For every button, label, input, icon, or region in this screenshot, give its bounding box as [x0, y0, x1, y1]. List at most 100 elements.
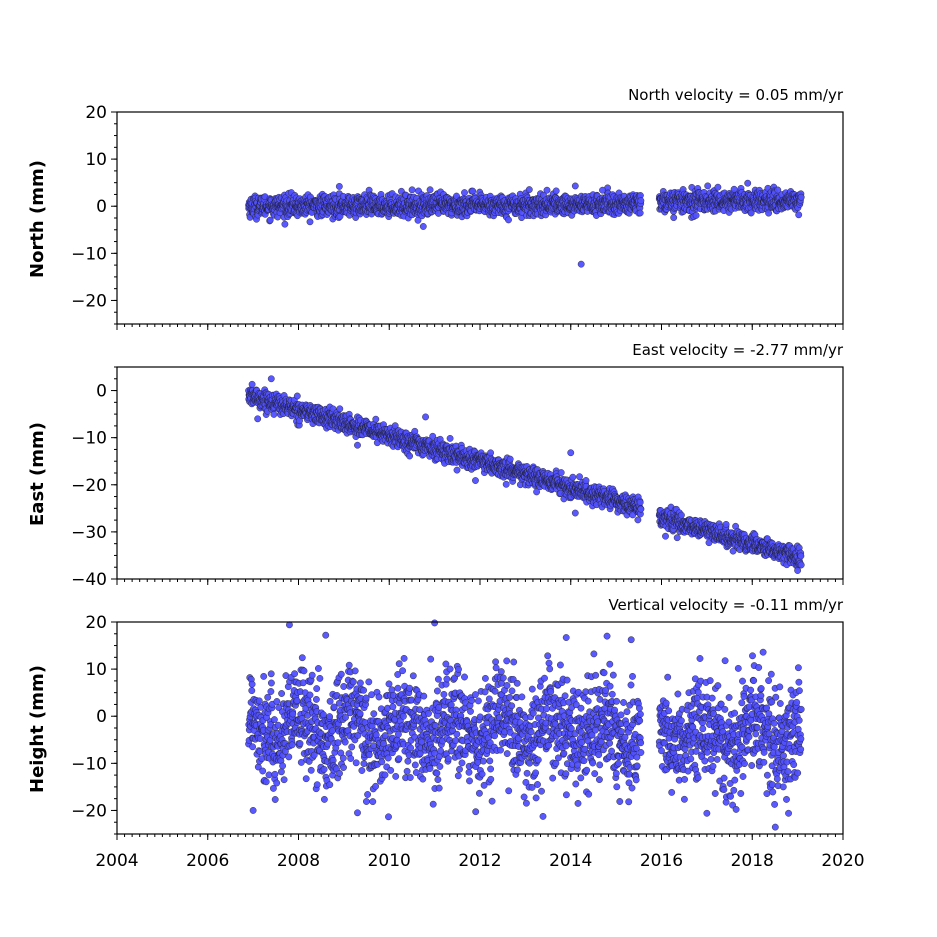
data-point — [673, 534, 681, 542]
data-point — [291, 670, 298, 678]
data-point — [582, 477, 590, 484]
ytick-label: 0 — [96, 382, 107, 402]
data-point — [722, 521, 730, 528]
data-point-outlier — [335, 183, 343, 190]
data-point — [505, 216, 512, 224]
data-point — [340, 764, 347, 771]
ytick-label: 0 — [96, 197, 107, 217]
data-point — [306, 218, 314, 226]
data-point — [634, 516, 642, 524]
data-point-outlier — [794, 567, 802, 574]
data-point — [339, 754, 347, 762]
ytick-label: 10 — [85, 150, 107, 170]
data-point — [334, 739, 342, 747]
data-point — [267, 688, 275, 695]
data-point — [267, 670, 275, 678]
data-point — [256, 735, 264, 742]
ylabel-height: Height (mm) — [27, 665, 48, 793]
points-east — [245, 375, 805, 574]
data-point — [795, 211, 803, 219]
data-point — [271, 796, 279, 803]
data-point-outlier — [571, 182, 579, 190]
data-point — [259, 767, 267, 775]
data-point-outlier — [577, 260, 585, 268]
data-point — [316, 675, 324, 682]
data-point — [336, 770, 343, 777]
data-point — [678, 511, 685, 519]
panel-title-north: North velocity = 0.05 mm/yr — [628, 86, 844, 104]
data-point — [248, 380, 256, 388]
data-point — [525, 186, 533, 194]
data-point — [267, 679, 275, 687]
data-point — [288, 741, 296, 749]
data-point — [265, 771, 273, 779]
data-point-outlier — [567, 449, 575, 457]
data-point — [270, 716, 278, 723]
data-point — [797, 552, 805, 560]
data-point — [271, 770, 279, 778]
data-point-outlier — [571, 509, 579, 517]
panel-title-height: Vertical velocity = -0.11 mm/yr — [608, 596, 843, 614]
data-point — [312, 696, 320, 703]
data-point — [341, 738, 349, 746]
data-point — [662, 532, 669, 540]
data-point — [270, 410, 278, 418]
data-point — [298, 654, 306, 662]
data-point — [308, 671, 316, 679]
data-point — [406, 452, 413, 460]
data-point — [469, 187, 477, 195]
data-point — [342, 714, 349, 721]
panel-height: Vertical velocity = -0.11 mm/yr Height (… — [27, 596, 865, 871]
data-point — [744, 179, 752, 187]
data-point — [278, 690, 285, 697]
data-point — [320, 766, 328, 773]
data-point — [372, 415, 380, 423]
data-point — [340, 683, 348, 690]
data-point — [326, 781, 334, 789]
data-point — [328, 727, 336, 735]
data-point — [461, 189, 468, 197]
data-point — [262, 778, 270, 786]
data-point — [636, 209, 644, 217]
ytick-label: −20 — [71, 476, 107, 496]
xticks-east — [116, 579, 844, 585]
data-point — [797, 561, 805, 569]
ylabel-north: North (mm) — [27, 160, 48, 278]
ylabel-east: East (mm) — [27, 422, 48, 526]
xticks-north — [116, 324, 844, 330]
data-point — [506, 455, 514, 463]
data-point — [255, 697, 263, 705]
data-point-outlier — [599, 186, 606, 194]
data-point — [797, 193, 805, 201]
data-point — [326, 697, 334, 705]
data-point — [313, 685, 321, 692]
data-point — [692, 211, 700, 219]
data-point — [557, 469, 565, 476]
data-point — [273, 779, 281, 787]
data-point — [313, 781, 321, 789]
data-point — [502, 480, 510, 488]
data-point — [336, 405, 344, 413]
data-point — [576, 473, 583, 481]
data-point — [704, 182, 712, 190]
data-point — [264, 693, 272, 701]
data-point — [543, 186, 551, 194]
data-point — [408, 186, 416, 194]
data-point — [714, 183, 722, 191]
data-point — [765, 209, 772, 217]
data-point-outlier — [426, 186, 434, 194]
data-point — [314, 665, 322, 672]
data-point — [636, 498, 644, 506]
data-point — [248, 687, 256, 694]
data-point — [552, 187, 560, 195]
data-point-outlier — [354, 441, 361, 449]
data-point — [446, 434, 454, 442]
data-point — [281, 220, 289, 228]
points-north — [245, 179, 805, 268]
data-point — [279, 762, 286, 770]
ytick-label: −30 — [71, 523, 107, 543]
data-point — [289, 710, 297, 718]
data-point-outlier — [267, 375, 275, 383]
data-point — [637, 197, 645, 205]
